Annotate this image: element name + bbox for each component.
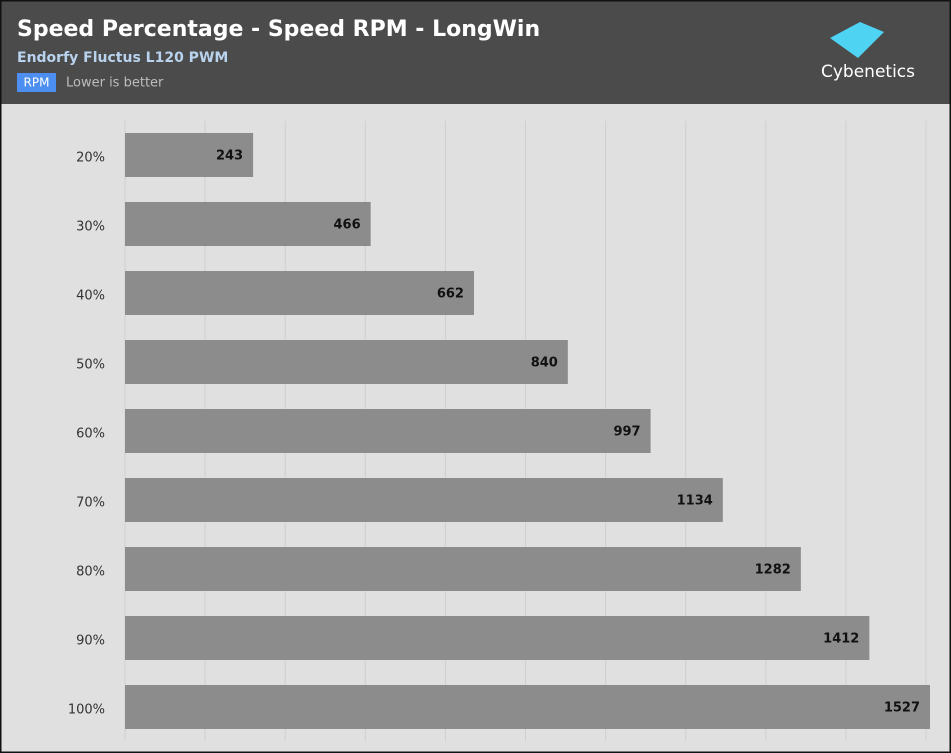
y-tick-label: 70% <box>76 496 105 511</box>
brand: Cybenetics <box>821 62 915 82</box>
value-label: 662 <box>437 287 464 302</box>
y-tick-label: 100% <box>68 703 105 718</box>
value-label: 466 <box>334 218 361 233</box>
y-tick-label: 80% <box>76 565 105 580</box>
bar <box>125 478 723 522</box>
logo-shape <box>830 22 884 58</box>
bar <box>125 202 371 246</box>
value-label: 1282 <box>755 563 791 578</box>
bar <box>125 340 568 384</box>
y-tick-label: 20% <box>76 151 105 166</box>
note: Lower is better <box>66 76 164 91</box>
bar <box>125 409 651 453</box>
chart-subtitle: Endorfy Fluctus L120 PWM <box>17 50 228 66</box>
unit-badge <box>17 73 56 92</box>
value-label: 840 <box>531 356 558 371</box>
chart-title: Speed Percentage - Speed RPM - LongWin <box>17 17 540 42</box>
value-label: 243 <box>216 149 243 164</box>
header <box>0 0 951 104</box>
bar <box>125 133 254 177</box>
bar <box>125 685 930 729</box>
bar <box>125 616 870 660</box>
value-label: 997 <box>613 425 640 440</box>
bar <box>125 547 801 591</box>
y-tick-label: 40% <box>76 289 105 304</box>
unit-label: RPM <box>24 76 50 90</box>
y-tick-label: 50% <box>76 358 105 373</box>
bar <box>125 271 474 315</box>
y-tick-label: 60% <box>76 427 105 442</box>
y-tick-label: 90% <box>76 634 105 649</box>
plot: 243 20% 466 30% 662 40% 840 50% 997 60% 1134 70% 128… <box>68 121 930 741</box>
value-label: 1527 <box>884 701 920 716</box>
y-tick-label: 30% <box>76 220 105 235</box>
value-label: 1134 <box>677 494 713 509</box>
value-label: 1412 <box>823 632 859 647</box>
